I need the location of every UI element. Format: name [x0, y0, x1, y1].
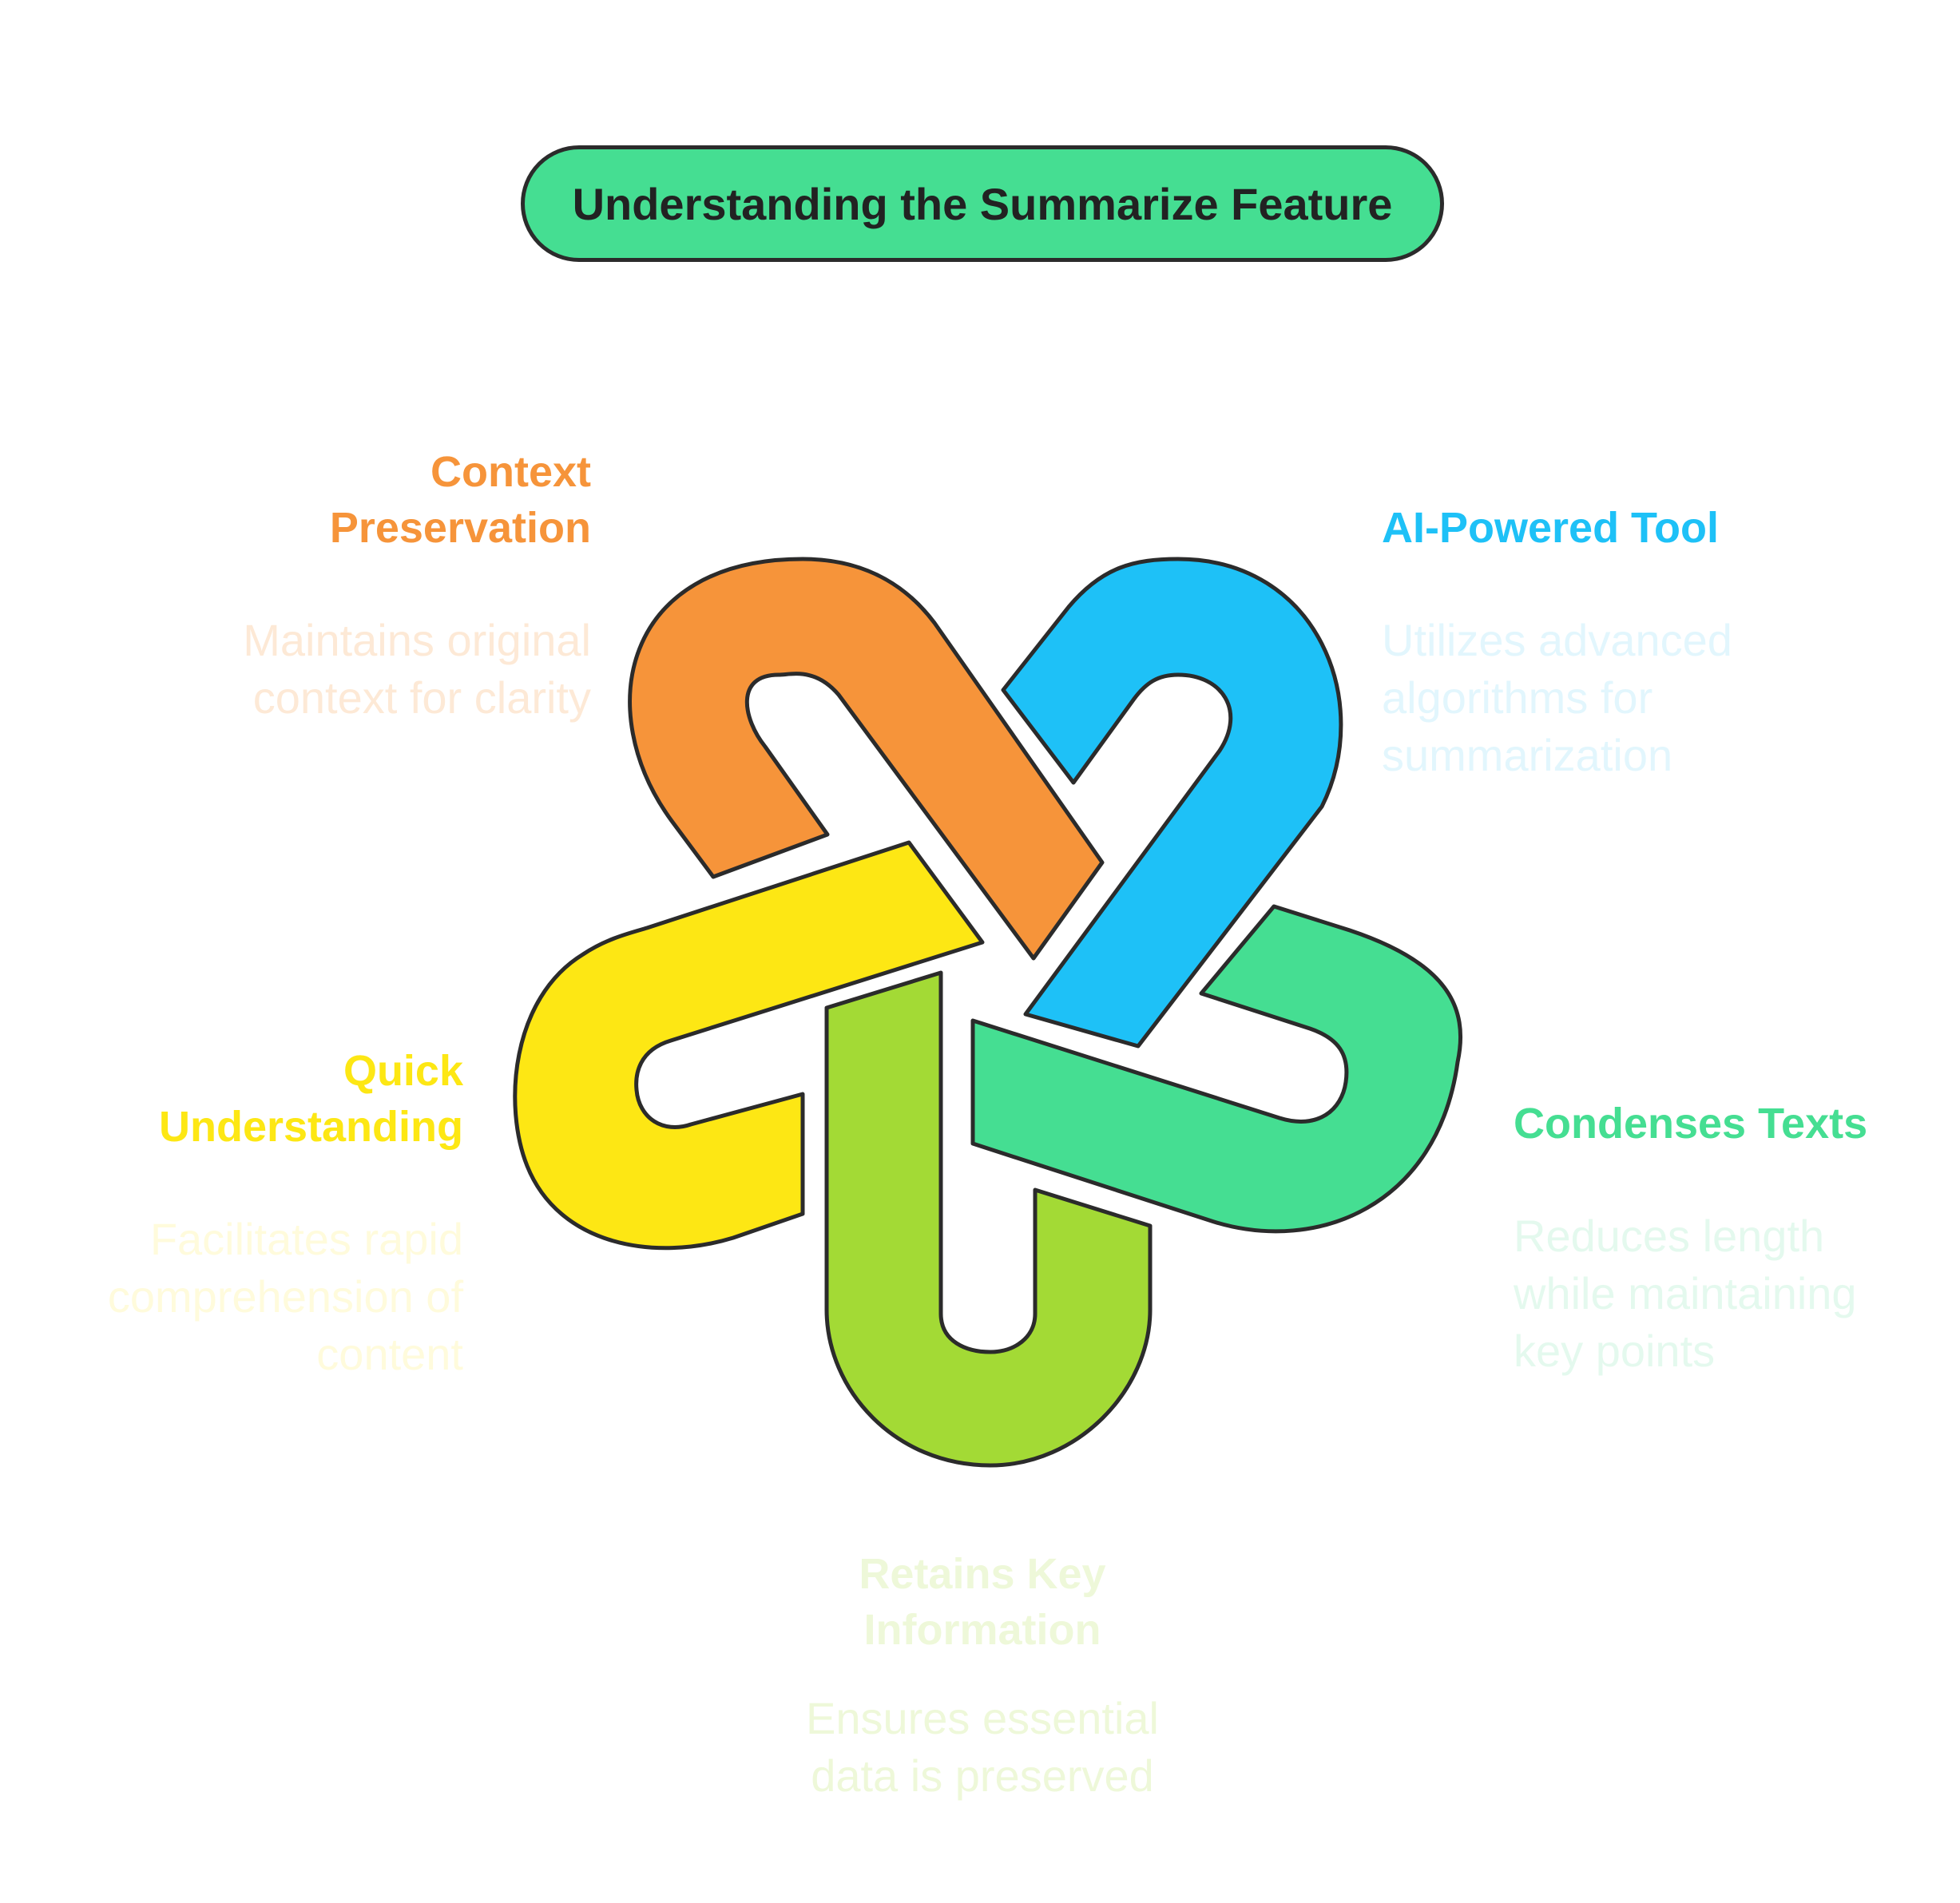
quick-understanding-title-line-2: Understanding [158, 1103, 463, 1151]
quick-understanding-description: Facilitates rapid comprehension of conte… [48, 1211, 463, 1383]
quick-understanding-title: Quick Understanding [48, 1043, 463, 1155]
blue-link [1001, 557, 1343, 1049]
retains-key-information-title-line-2: Information [863, 1606, 1101, 1654]
retains-key-information-description: Ensures essential data is preserved [751, 1690, 1214, 1805]
retains-key-information-title: Retains Key Information [751, 1546, 1214, 1658]
orange-link [628, 557, 1105, 961]
ai-powered-tool-desc-line-3: summarization [1382, 730, 1673, 780]
context-preservation-desc-line-2: context for clarity [252, 672, 591, 723]
context-preservation-title-line-2: Preservation [329, 504, 591, 552]
ai-powered-tool-desc-line-1: Utilizes advanced [1382, 615, 1732, 665]
yellow-link [513, 840, 985, 1251]
lime-link [824, 970, 1153, 1468]
green-link [970, 904, 1462, 1234]
quick-understanding-title-line-1: Quick [343, 1047, 463, 1095]
retains-key-information-desc-line-1: Ensures essential [805, 1693, 1159, 1743]
context-preservation-desc-line-1: Maintains original [243, 615, 591, 665]
item-condenses-texts: Condenses Texts Reduces length while mai… [1514, 1096, 1945, 1380]
ai-powered-tool-description: Utilizes advanced algorithms for summari… [1382, 612, 1829, 784]
quick-understanding-desc-line-3: content [316, 1329, 463, 1379]
title-pill: Understanding the Summarize Feature [521, 145, 1444, 262]
ai-powered-tool-title-line-1: AI-Powered Tool [1382, 504, 1720, 552]
ai-powered-tool-desc-line-2: algorithms for [1382, 672, 1653, 723]
condenses-texts-desc-line-2: while maintaining [1514, 1268, 1857, 1318]
context-preservation-title: Context Preservation [208, 444, 591, 556]
quick-understanding-desc-line-2: comprehension of [107, 1271, 463, 1322]
context-preservation-title-line-1: Context [430, 448, 591, 496]
context-preservation-description: Maintains original context for clarity [208, 612, 591, 727]
condenses-texts-desc-line-3: key points [1514, 1326, 1716, 1376]
condenses-texts-title: Condenses Texts [1514, 1096, 1945, 1152]
item-quick-understanding: Quick Understanding Facilitates rapid co… [48, 1043, 463, 1383]
retains-key-information-desc-line-2: data is preserved [811, 1750, 1154, 1801]
quick-understanding-desc-line-1: Facilitates rapid [149, 1214, 463, 1264]
item-ai-powered-tool: AI-Powered Tool Utilizes advanced algori… [1382, 500, 1829, 784]
condenses-texts-description: Reduces length while maintaining key poi… [1514, 1207, 1945, 1380]
condenses-texts-title-line-1: Condenses Texts [1514, 1100, 1868, 1148]
ai-powered-tool-title: AI-Powered Tool [1382, 500, 1829, 556]
diagram-title: Understanding the Summarize Feature [572, 178, 1393, 229]
item-retains-key-information: Retains Key Information Ensures essentia… [751, 1546, 1214, 1805]
condenses-texts-desc-line-1: Reduces length [1514, 1211, 1825, 1261]
retains-key-information-title-line-1: Retains Key [859, 1550, 1106, 1598]
item-context-preservation: Context Preservation Maintains original … [208, 444, 591, 727]
